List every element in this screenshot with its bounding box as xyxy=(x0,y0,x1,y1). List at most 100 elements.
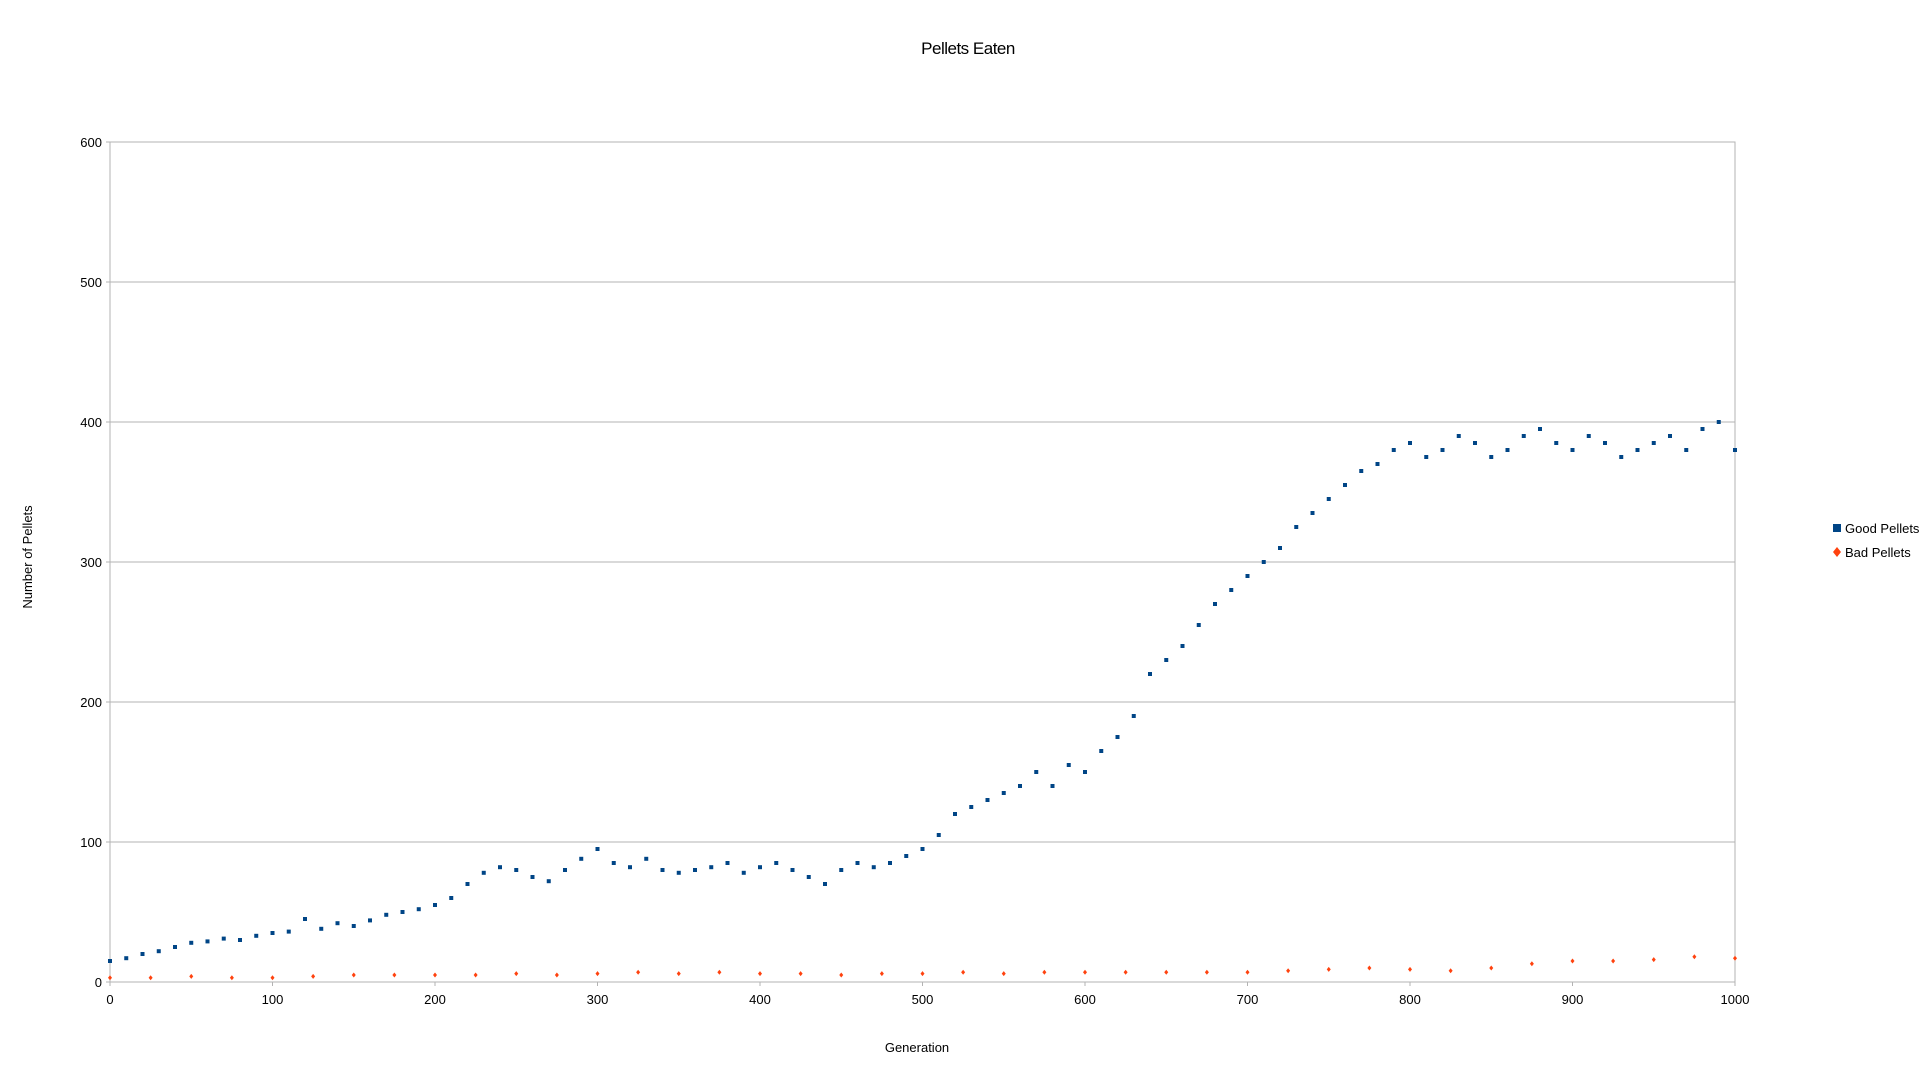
good-pellets-point xyxy=(595,847,600,851)
good-pellets-point xyxy=(758,865,762,870)
y-tick-label: 300 xyxy=(80,555,102,570)
bad-pellets-point xyxy=(920,971,925,977)
bad-pellets-point xyxy=(798,971,803,977)
good-pellets-point xyxy=(1148,672,1152,676)
bad-pellets-point xyxy=(554,972,559,978)
bad-pellets-point xyxy=(1408,966,1412,972)
good-pellets-point xyxy=(953,812,957,816)
good-pellets-point xyxy=(1456,434,1461,438)
bad-pellets-point xyxy=(392,972,397,978)
x-tick-label: 800 xyxy=(1399,992,1421,1007)
good-pellets-point xyxy=(481,870,486,875)
good-pellets-point xyxy=(1099,749,1104,753)
good-pellets-point xyxy=(1050,784,1055,788)
good-pellets-point xyxy=(676,870,681,875)
good-pellets-point xyxy=(1586,434,1591,438)
good-pellets-point xyxy=(1196,623,1201,627)
gridlines xyxy=(110,281,1735,843)
bad-pellets-point xyxy=(1733,955,1737,961)
bad-pellets-point xyxy=(1651,957,1656,963)
y-axis-title: Number of Pellets xyxy=(20,505,35,609)
good-pellets-point xyxy=(920,847,925,851)
legend-swatch-bad-pellets xyxy=(1833,547,1841,557)
good-pellets-point xyxy=(969,805,974,809)
good-pellets-point xyxy=(823,882,827,886)
series-bad-pellets xyxy=(108,954,1737,981)
good-pellets-point xyxy=(1570,448,1575,452)
x-tick-label: 700 xyxy=(1237,992,1259,1007)
bad-pellets-point xyxy=(270,975,275,981)
good-pellets-point xyxy=(1001,791,1006,795)
good-pellets-point xyxy=(1115,735,1120,739)
good-pellets-point xyxy=(449,896,454,900)
good-pellets-point xyxy=(725,861,730,865)
good-pellets-point xyxy=(1245,574,1250,578)
bad-pellets-point xyxy=(148,975,153,981)
good-pellets-point xyxy=(709,865,714,870)
good-pellets-point xyxy=(628,865,632,870)
good-pellets-point xyxy=(530,875,535,879)
good-pellets-point xyxy=(173,945,177,949)
good-pellets-point xyxy=(1473,441,1477,445)
good-pellets-point xyxy=(384,912,389,917)
good-pellets-point xyxy=(1668,434,1672,438)
good-pellets-point xyxy=(270,931,275,935)
good-pellets-point xyxy=(1700,427,1705,431)
bad-pellets-point xyxy=(1245,969,1250,975)
x-tick-label: 1000 xyxy=(1721,992,1750,1007)
good-pellets-point xyxy=(1408,441,1412,445)
good-pellets-point xyxy=(693,868,697,872)
good-pellets-point xyxy=(741,870,746,875)
good-pellets-point xyxy=(936,833,941,837)
bad-pellets-point xyxy=(595,971,600,977)
good-pellets-point xyxy=(1440,448,1445,452)
legend-label-good-pellets: Good Pellets xyxy=(1845,521,1920,536)
good-pellets-point xyxy=(839,868,844,872)
bad-pellets-point xyxy=(1042,969,1047,975)
bad-pellets-point xyxy=(1083,969,1087,975)
data-points xyxy=(108,420,1737,981)
bad-pellets-point xyxy=(758,971,762,977)
good-pellets-point xyxy=(546,879,551,884)
good-pellets-point xyxy=(1083,770,1087,774)
good-pellets-point xyxy=(1294,525,1299,529)
good-pellets-point xyxy=(1505,448,1510,452)
good-pellets-point xyxy=(1066,763,1071,767)
y-tick-label: 100 xyxy=(80,835,102,850)
bad-pellets-point xyxy=(1326,966,1331,972)
good-pellets-point xyxy=(514,868,519,872)
good-pellets-point xyxy=(1733,448,1737,452)
good-pellets-point xyxy=(319,926,324,931)
bad-pellets-point xyxy=(1692,954,1697,960)
good-pellets-point xyxy=(774,861,779,865)
y-tick-label: 0 xyxy=(95,975,102,990)
bad-pellets-point xyxy=(1164,969,1169,975)
bad-pellets-point xyxy=(1489,965,1494,971)
good-pellets-point xyxy=(351,924,356,928)
good-pellets-point xyxy=(189,940,194,945)
bad-pellets-point xyxy=(351,972,356,978)
bad-pellets-point xyxy=(189,973,194,979)
bad-pellets-point xyxy=(1123,969,1128,975)
good-pellets-point xyxy=(416,907,421,912)
good-pellets-point xyxy=(1554,441,1559,445)
good-pellets-point xyxy=(286,929,291,934)
good-pellets-point xyxy=(433,903,437,907)
good-pellets-point xyxy=(1603,441,1607,445)
bad-pellets-point xyxy=(433,972,437,978)
good-pellets-point xyxy=(1391,448,1396,452)
bad-pellets-point xyxy=(717,969,722,975)
x-tick-label: 900 xyxy=(1562,992,1584,1007)
good-pellets-point xyxy=(1261,560,1266,564)
good-pellets-point xyxy=(124,956,129,961)
y-tick-label: 500 xyxy=(80,275,102,290)
good-pellets-point xyxy=(205,939,210,944)
bad-pellets-point xyxy=(839,972,844,978)
bad-pellets-point xyxy=(676,971,681,977)
good-pellets-point xyxy=(1034,770,1039,774)
good-pellets-point xyxy=(660,868,665,872)
good-pellets-point xyxy=(1213,602,1217,606)
bad-pellets-point xyxy=(1529,961,1534,967)
good-pellets-point xyxy=(579,856,584,861)
